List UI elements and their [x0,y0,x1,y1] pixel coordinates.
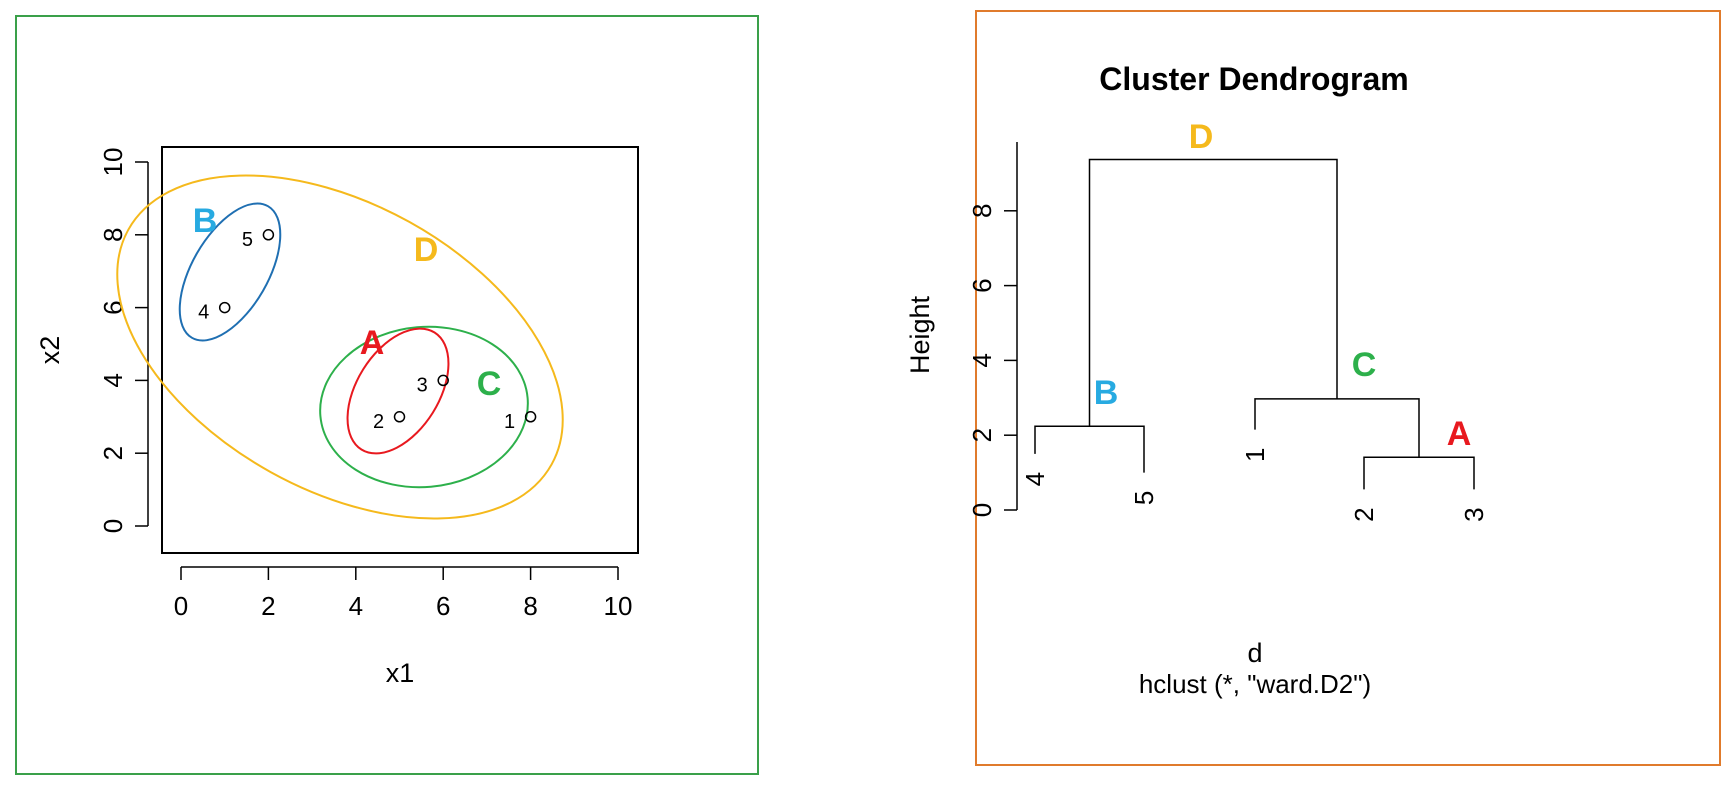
data-point [218,301,231,314]
dendrogram-x-axis-title: d [1247,638,1262,668]
y-tick-label: 2 [98,446,128,460]
scatter-points: 1 2 3 4 5 [198,229,537,433]
x-axis-title: x1 [386,658,415,688]
y-axis-title: x2 [35,336,65,365]
cluster-A-label: A [360,324,385,362]
data-point [262,229,275,241]
dendrogram-method-subtitle: hclust (*, "ward.D2") [1139,669,1371,699]
y-tick-label: 2 [967,428,997,442]
dendrogram-panel: Cluster Dendrogram 0 2 4 6 8 4 5 1 2 3 A B C D Heig… [905,10,1721,766]
x-tick-label: 2 [261,591,275,621]
point-label: 1 [504,411,515,433]
leaf-label: 3 [1459,507,1489,521]
y-tick-label: 0 [98,519,128,533]
y-tick-label: 8 [967,204,997,218]
data-point [393,411,406,423]
data-point [524,411,537,423]
merge-A-label: A [1447,415,1472,453]
y-tick-label: 4 [967,353,997,367]
branch-C [1254,398,1420,458]
cluster-labels: A B C D [193,202,502,403]
data-point [437,374,449,387]
point-label: 4 [198,302,209,324]
branch-A [1363,456,1475,490]
point-label: 3 [417,374,428,396]
leaf-label: 4 [1020,472,1050,486]
dendrogram-y-axis: 0 2 4 6 8 [967,142,1018,517]
cluster-ellipses [116,174,564,520]
dendrogram-title: Cluster Dendrogram [1099,61,1408,97]
y-tick-label: 8 [98,228,128,242]
leaf-label: 5 [1129,491,1159,505]
leaf-label: 2 [1349,507,1379,521]
y-tick-label: 4 [98,373,128,387]
dendrogram-leaf-labels: 4 5 1 2 3 [1020,448,1489,522]
x-tick-label: 4 [349,591,363,621]
cluster-D-label: D [414,231,439,269]
cluster-D-ellipse [116,174,564,520]
x-tick-label: 6 [436,591,450,621]
cluster-A-ellipse [346,327,450,455]
cluster-C-label: C [477,365,502,403]
branch-D [1088,158,1338,427]
cluster-C-ellipse [319,325,529,489]
scatter-plot-frame [161,146,639,554]
x-tick-label: 0 [174,591,188,621]
dendrogram: Cluster Dendrogram 0 2 4 6 8 4 5 1 2 3 A B C D Heig… [905,61,1489,699]
leaf-label: 1 [1240,448,1270,462]
branch-B [1034,425,1145,473]
cluster-B-ellipse [178,202,282,342]
y-tick-label: 10 [98,148,128,177]
x-tick-label: 10 [604,591,633,621]
merge-B-label: B [1094,374,1119,412]
merge-D-label: D [1189,118,1214,156]
dendrogram-y-axis-title: Height [905,295,935,374]
dendrogram-branches [1034,158,1475,490]
y-tick-label: 6 [967,278,997,292]
point-label: 2 [373,411,384,433]
point-label: 5 [242,229,253,251]
dendrogram-cluster-labels: A B C D [1094,118,1472,453]
x-tick-label: 8 [523,591,537,621]
y-tick-label: 0 [967,503,997,517]
merge-C-label: C [1352,346,1377,384]
cluster-B-label: B [193,202,218,240]
